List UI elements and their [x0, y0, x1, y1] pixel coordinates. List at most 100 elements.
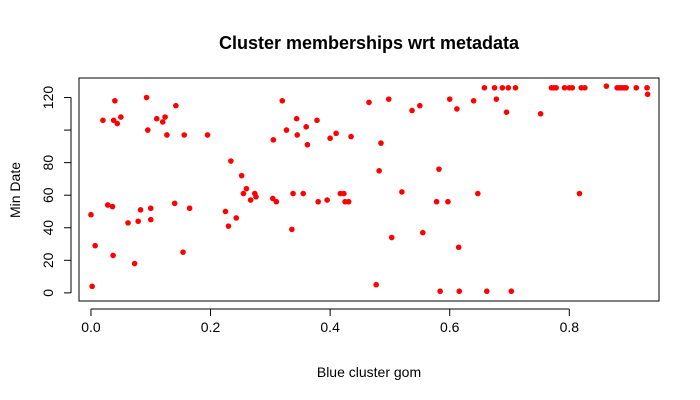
data-point	[186, 205, 193, 212]
data-point	[112, 97, 118, 104]
data-point	[173, 102, 179, 109]
y-tick-label: 80	[40, 155, 56, 171]
data-point	[270, 137, 277, 143]
x-tick-label: 0.4	[320, 319, 340, 335]
data-point	[109, 203, 116, 210]
data-point	[603, 83, 610, 89]
data-point	[104, 202, 111, 208]
data-point	[88, 211, 94, 218]
data-point	[269, 195, 276, 202]
data-point	[399, 189, 405, 195]
data-point	[314, 117, 320, 124]
data-point	[240, 190, 247, 197]
data-point	[483, 288, 490, 295]
data-point	[433, 198, 440, 205]
data-point	[114, 120, 121, 127]
data-point	[118, 114, 124, 120]
data-point	[290, 190, 296, 197]
x-tick-label: 0.8	[560, 319, 580, 335]
data-point	[153, 115, 160, 122]
data-point	[537, 111, 544, 117]
data-point	[137, 207, 144, 213]
y-tick-label: 120	[40, 86, 56, 110]
data-point	[233, 215, 240, 221]
data-point	[345, 198, 352, 205]
data-point	[238, 172, 245, 179]
data-point	[454, 106, 460, 112]
data-point	[162, 114, 168, 120]
data-point	[633, 84, 640, 91]
data-point	[300, 190, 307, 197]
data-point	[243, 185, 250, 192]
data-point	[131, 260, 138, 267]
data-point	[294, 132, 301, 138]
data-point	[576, 190, 583, 197]
data-point	[455, 244, 462, 251]
data-point	[171, 200, 178, 207]
data-point	[553, 84, 559, 91]
data-point	[303, 124, 310, 130]
data-point	[89, 283, 95, 290]
data-point	[324, 197, 330, 203]
data-point	[623, 84, 629, 91]
data-point	[293, 115, 300, 122]
data-point	[253, 194, 259, 200]
data-point	[475, 190, 481, 197]
data-point	[417, 102, 423, 109]
data-point	[493, 96, 500, 102]
data-point	[376, 167, 382, 174]
data-point	[373, 281, 379, 288]
data-point	[164, 132, 170, 138]
data-point	[222, 208, 229, 215]
data-point	[159, 119, 166, 125]
data-point	[225, 223, 232, 229]
chart-title: Cluster memberships wrt metadata	[219, 33, 520, 53]
data-point	[420, 229, 426, 236]
y-tick-label: 60	[40, 187, 56, 203]
x-axis-label: Blue cluster gom	[317, 364, 421, 380]
x-tick-label: 0.2	[201, 319, 221, 335]
data-point	[283, 127, 290, 133]
data-point	[341, 190, 347, 197]
data-point	[569, 84, 576, 91]
data-point	[505, 84, 512, 91]
data-point	[147, 216, 154, 223]
y-tick-label: 40	[40, 220, 56, 236]
data-point	[333, 130, 339, 137]
data-point	[512, 84, 519, 91]
x-axis: 0.0 0.2 0.4 0.6 0.8	[81, 308, 580, 335]
data-point	[491, 84, 498, 91]
data-point	[327, 135, 333, 142]
data-point	[100, 117, 106, 124]
y-axis-label: Min Date	[7, 162, 23, 218]
data-point	[385, 96, 392, 102]
data-point	[110, 117, 117, 124]
data-point	[445, 198, 451, 205]
data-point	[125, 220, 131, 226]
data-point	[409, 107, 415, 114]
plot-frame	[78, 77, 660, 302]
data-point	[348, 133, 354, 140]
data-point	[143, 94, 150, 101]
data-point	[437, 288, 443, 295]
data-point	[446, 96, 453, 102]
data-point	[470, 97, 477, 104]
data-point	[228, 158, 234, 164]
data-point	[247, 197, 254, 203]
x-tick-label: 0.6	[440, 319, 460, 335]
data-point	[503, 109, 510, 115]
data-point	[147, 205, 154, 212]
data-point	[181, 132, 188, 138]
data-point	[92, 242, 98, 249]
data-point	[481, 84, 488, 91]
data-point	[289, 226, 295, 233]
data-points	[88, 83, 651, 295]
data-point	[180, 249, 186, 255]
data-point	[582, 84, 588, 91]
data-point	[110, 252, 116, 259]
data-point	[456, 288, 463, 295]
data-point	[436, 166, 442, 172]
data-point	[366, 99, 372, 106]
data-point	[304, 141, 311, 148]
y-tick-label: 20	[40, 252, 56, 268]
